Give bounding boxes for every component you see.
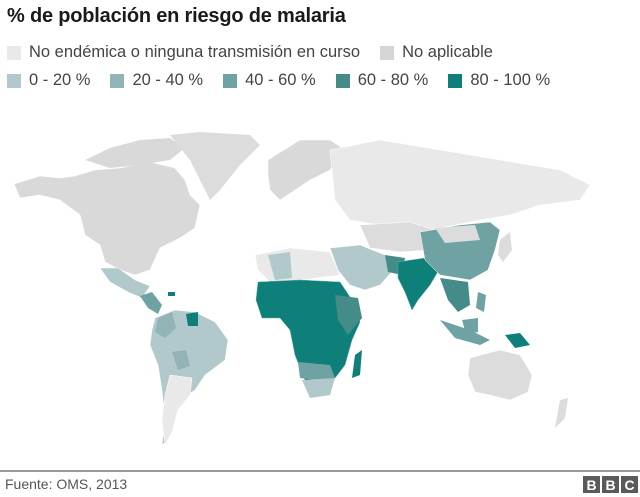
north-america	[13, 161, 201, 276]
southern-africa	[298, 362, 335, 380]
legend-item-not-applicable: No aplicable	[380, 43, 493, 62]
middle-east	[329, 244, 396, 291]
legend-label: 60 - 80 %	[357, 71, 429, 89]
russia	[329, 139, 591, 231]
legend-label: No aplicable	[402, 43, 493, 61]
bbc-logo-b1: B	[583, 476, 600, 493]
new-zealand	[555, 398, 568, 428]
legend-swatch	[223, 73, 238, 88]
legend-label: 0 - 20 %	[29, 71, 91, 89]
legend-label: No endémica o ninguna transmisión en cur…	[29, 43, 361, 61]
indonesia	[440, 320, 490, 345]
south-africa	[302, 378, 335, 398]
algeria	[268, 252, 292, 280]
legend-item-20-40: 20 - 40 %	[110, 71, 203, 90]
southeast-asia	[440, 278, 470, 312]
guyana-suriname	[186, 312, 198, 326]
legend-swatch	[380, 45, 395, 60]
legend-label: 20 - 40 %	[132, 71, 204, 89]
bbc-logo-c: C	[621, 476, 638, 493]
legend-item-0-20: 0 - 20 %	[7, 71, 90, 90]
legend-item-80-100: 80 - 100 %	[448, 71, 550, 90]
legend-item-non-endemic: No endémica o ninguna transmisión en cur…	[7, 43, 360, 62]
mexico	[99, 267, 151, 299]
legend-swatch	[7, 45, 21, 60]
legend-swatch	[7, 73, 21, 88]
greenland	[170, 132, 260, 200]
borneo	[462, 318, 478, 334]
china	[419, 221, 501, 281]
central-america	[140, 292, 162, 314]
legend-swatch	[335, 73, 350, 88]
legend-swatch	[448, 73, 463, 88]
japan	[498, 232, 512, 262]
legend-swatch	[110, 73, 125, 88]
haiti	[168, 292, 175, 296]
mongolia	[435, 225, 480, 243]
legend-label: 40 - 60 %	[245, 71, 316, 89]
madagascar	[352, 350, 362, 378]
papua-new-guinea	[505, 333, 530, 348]
legend-item-40-60: 40 - 60 %	[223, 71, 316, 90]
bbc-logo-b2: B	[602, 476, 619, 493]
philippines	[476, 292, 486, 312]
legend-row-1: No endémica o ninguna transmisión en cur…	[7, 43, 513, 62]
australia	[467, 349, 533, 401]
argentina-chile	[161, 374, 193, 445]
east-africa	[335, 295, 362, 335]
source-note: Fuente: OMS, 2013	[5, 476, 128, 492]
legend-item-60-80: 60 - 80 %	[335, 71, 429, 90]
legend-label: 80 - 100 %	[470, 71, 551, 89]
bbc-logo: B B C	[583, 476, 638, 493]
footer-divider	[0, 470, 640, 472]
bolivia	[172, 350, 190, 370]
map-title: % de población en riesgo de malaria	[7, 5, 346, 27]
europe	[267, 139, 346, 201]
north-africa	[254, 247, 341, 283]
legend-row-2: 0 - 20 % 20 - 40 % 40 - 60 % 60 - 80 % 8…	[7, 71, 570, 90]
canadian-arctic	[85, 138, 185, 168]
world-map	[13, 132, 591, 445]
colombia	[155, 312, 176, 338]
